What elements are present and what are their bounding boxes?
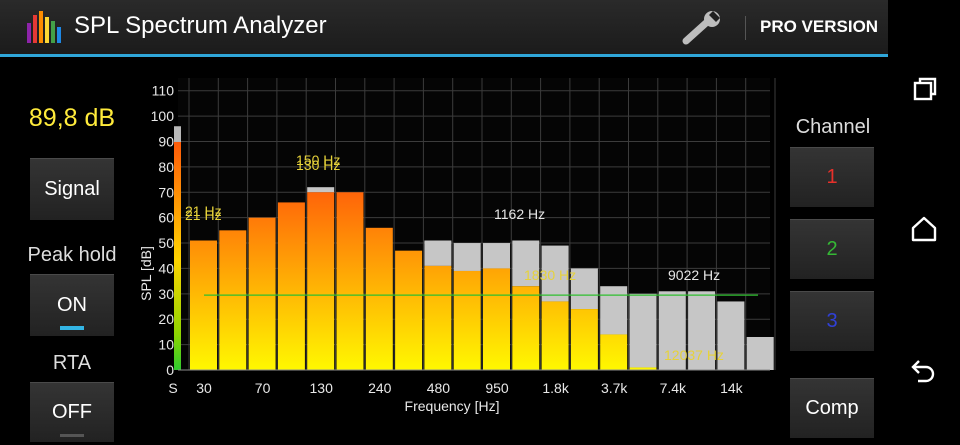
spectrum-bar (600, 334, 628, 370)
home-icon[interactable] (910, 215, 938, 243)
y-axis-label: SPL [dB] (138, 246, 154, 301)
x-tick-label: 14k (720, 380, 744, 396)
peak-annotation: 12037 Hz (664, 347, 724, 363)
spectrum-bar (629, 367, 657, 370)
peak-hold-bar (424, 240, 452, 266)
app-title: SPL Spectrum Analyzer (74, 12, 327, 39)
peak-hold-bar (688, 291, 716, 370)
y-tick-label: 70 (158, 184, 174, 200)
peak-annotation: 21 Hz (185, 203, 222, 219)
peak-hold-bar (746, 336, 774, 370)
peak-hold-bar (512, 240, 540, 287)
x-tick-label: 1.8k (542, 380, 569, 396)
spectrum-bar (277, 202, 305, 370)
spectrum-bar (453, 270, 481, 370)
back-icon[interactable] (910, 355, 938, 383)
spectrum-bar (365, 227, 393, 370)
x-tick-label: 240 (368, 380, 392, 396)
spectrum-bar (219, 230, 247, 370)
peak-hold-bar (307, 187, 335, 193)
y-tick-label: 20 (158, 311, 174, 327)
peak-annotation: 150 Hz (296, 152, 340, 168)
spectrum-bar (307, 192, 335, 370)
rta-label: RTA (52, 352, 92, 374)
y-tick-label: 60 (158, 210, 174, 226)
spectrum-bar (248, 217, 276, 370)
recent-apps-icon[interactable] (912, 76, 938, 102)
spl-level-readout: 89,8 dB (28, 104, 116, 132)
x-tick-label: 480 (427, 380, 451, 396)
channel-3-label: 3 (826, 310, 838, 332)
x-tick-label: 30 (196, 380, 212, 396)
channel-label: Channel (795, 116, 871, 138)
y-tick-label: 110 (152, 83, 175, 99)
action-bar-divider (745, 16, 746, 40)
spectrum-chart[interactable]: 0 10 20 30 40 50 60 70 80 90 100 110 S 30 70 130 240 480 9… (130, 60, 780, 422)
y-tick-label: 100 (151, 108, 175, 124)
channel-2-label: 2 (826, 238, 838, 260)
channel-2-button[interactable]: 2 (790, 219, 874, 279)
x-tick-label: 7.4k (660, 380, 687, 396)
spectrum-bar (483, 268, 510, 370)
signal-button[interactable]: Signal (30, 158, 114, 220)
peak-hold-bar (600, 286, 628, 335)
action-bar: SPL Spectrum Analyzer PRO VERSION (0, 0, 888, 57)
x-tick-label: S (168, 380, 177, 396)
peak-annotation: 130 Hz (296, 157, 340, 173)
system-nav-bar (888, 0, 960, 445)
rta-off-indicator (60, 434, 84, 437)
x-tick-label: 130 (310, 380, 334, 396)
peak-annotation: 9022 Hz (668, 267, 720, 283)
x-tick-label: 950 (485, 380, 509, 396)
spectrum-bar (424, 265, 452, 370)
comp-button[interactable]: Comp (790, 378, 874, 438)
spectrum-bar (395, 250, 423, 370)
peak-annotation: 21 Hz (185, 207, 222, 223)
spectrum-bar (570, 309, 598, 370)
app-logo-icon (27, 11, 61, 43)
peak-hold-label: Peak hold (27, 244, 117, 266)
x-axis-label: Frequency [Hz] (405, 398, 500, 414)
overall-level-peak (174, 126, 181, 142)
peak-annotation: 1830 Hz (524, 267, 576, 283)
spectrum-bar (190, 240, 217, 370)
peak-hold-toggle[interactable]: ON (30, 274, 114, 336)
x-tick-label: 70 (255, 380, 271, 396)
peak-hold-bar (658, 291, 686, 370)
y-tick-label: 90 (158, 133, 174, 149)
y-tick-label: 80 (158, 159, 174, 175)
peak-hold-bar (483, 243, 510, 269)
peak-hold-bar (541, 245, 569, 302)
y-tick-label: 40 (158, 260, 174, 276)
spectrum-bar (512, 286, 540, 370)
peak-hold-bar (717, 301, 745, 370)
pro-version-button[interactable]: PRO VERSION (760, 17, 879, 36)
peak-annotation: 1162 Hz (494, 206, 545, 222)
peak-hold-on-indicator (60, 326, 84, 330)
peak-hold-bar (453, 243, 481, 271)
peak-hold-bar (629, 293, 657, 368)
spectrum-bar (336, 192, 364, 370)
y-tick-label: 0 (166, 362, 174, 378)
y-tick-label: 50 (158, 235, 174, 251)
peak-hold-bar (570, 268, 598, 310)
channel-1-button[interactable]: 1 (790, 147, 874, 207)
wrench-settings-icon[interactable] (680, 9, 726, 45)
channel-1-label: 1 (826, 166, 838, 188)
y-tick-label: 10 (158, 337, 174, 353)
x-tick-label: 3.7k (601, 380, 628, 396)
spectrum-bar (541, 301, 569, 370)
y-tick-label: 30 (158, 286, 174, 302)
overall-level-bar (174, 141, 181, 370)
channel-3-button[interactable]: 3 (790, 291, 874, 351)
rta-toggle[interactable]: OFF (30, 382, 114, 442)
